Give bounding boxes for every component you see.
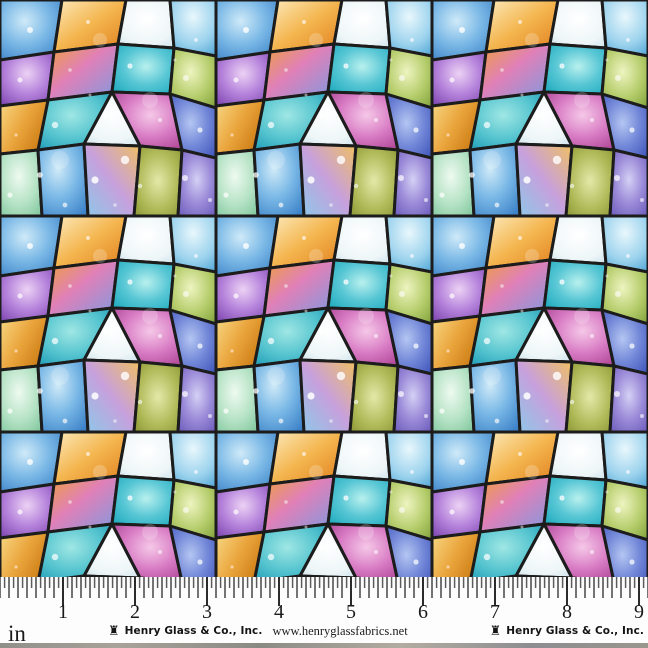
fabric-pattern (0, 0, 648, 577)
ruler-numbers: 1 2 3 4 5 6 7 8 9 (0, 577, 648, 623)
ruler-number: 7 (490, 601, 500, 623)
brand-company-name: Henry Glass & Co., Inc. (506, 625, 644, 637)
ruler-number: 5 (346, 601, 356, 623)
ruler-unit-label: in (8, 621, 26, 646)
ruler-number: 4 (274, 601, 284, 623)
henry-glass-logo-icon: ♜ (489, 623, 502, 639)
photo-bottom-edge (0, 643, 648, 648)
ruler-number: 6 (418, 601, 428, 623)
ruler-number: 8 (562, 601, 572, 623)
ruler-number: 9 (634, 601, 644, 623)
henry-glass-logo-icon: ♜ (108, 623, 120, 639)
brand-imprint-center: ♜ Henry Glass & Co., Inc. www.henryglass… (108, 623, 408, 639)
ruler-ticks (0, 577, 648, 607)
brand-company-name: Henry Glass & Co., Inc. (124, 625, 263, 637)
selvage-ruler-strip: 1 2 3 4 5 6 7 8 9 in ♜ Henry Glass & Co.… (0, 577, 648, 648)
ruler-number: 1 (58, 601, 68, 623)
fabric-print-area (0, 0, 648, 577)
ruler-number: 2 (130, 601, 140, 623)
ruler-number: 3 (202, 601, 212, 623)
brand-imprint-right: ♜ Henry Glass & Co., Inc. (490, 623, 644, 639)
brand-website: www.henryglassfabrics.net (272, 623, 408, 638)
